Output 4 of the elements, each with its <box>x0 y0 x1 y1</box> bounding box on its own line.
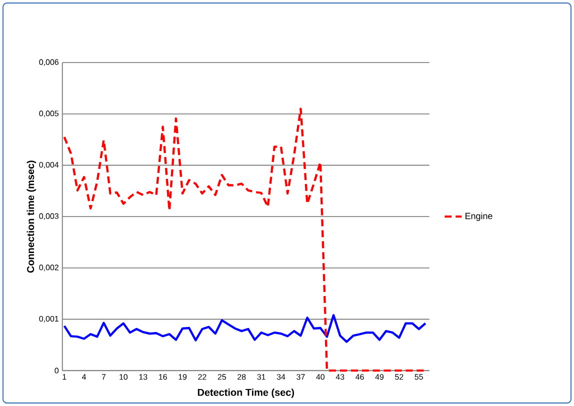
legend-label: Engine <box>466 212 492 221</box>
line-series <box>63 314 427 343</box>
x-axis-title: Detection Time (sec) <box>198 388 294 398</box>
y-axis-title: Connection time (msec) <box>26 160 36 273</box>
